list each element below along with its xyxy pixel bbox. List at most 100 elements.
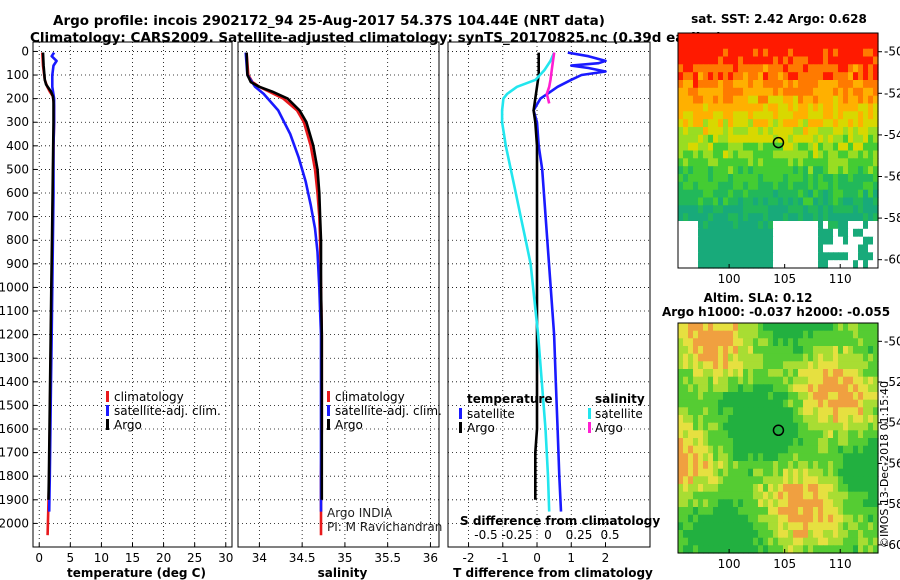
map-cell	[833, 189, 839, 199]
map-cell	[823, 103, 829, 112]
map-cell	[783, 461, 789, 470]
map-cell	[688, 127, 694, 136]
map-cell	[738, 72, 744, 81]
map-cell	[813, 491, 819, 500]
map-cell	[768, 430, 774, 439]
map-cell	[798, 522, 804, 531]
map-cell	[823, 197, 829, 206]
map-cell	[803, 213, 809, 222]
map-cell	[853, 221, 859, 230]
map-cell	[848, 507, 854, 516]
map-cell	[823, 499, 829, 508]
map-cell	[733, 87, 739, 97]
map-cell	[853, 376, 859, 385]
map-cell	[748, 103, 754, 112]
map-cell	[793, 430, 799, 439]
map-cell	[863, 158, 869, 167]
map-cell	[768, 522, 774, 531]
map-cell	[693, 142, 699, 152]
map-cell	[803, 530, 809, 539]
map-cell	[743, 499, 749, 508]
map-cell	[868, 453, 874, 462]
map-cell	[808, 244, 814, 253]
map-cell	[733, 361, 739, 370]
map-cell	[843, 445, 849, 454]
map-cell	[753, 103, 759, 112]
map-cell	[858, 453, 864, 462]
map-cell	[768, 407, 774, 416]
map-cell	[818, 522, 824, 531]
map-cell	[758, 476, 764, 485]
legend-swatch	[327, 419, 330, 430]
map-cell	[753, 499, 759, 508]
map-cell	[868, 119, 874, 128]
map-cell	[873, 384, 879, 393]
map-cell	[773, 338, 779, 347]
map-cell	[763, 228, 769, 238]
x-axis-label: salinity	[318, 566, 368, 580]
map-cell	[783, 56, 789, 65]
map-cell	[713, 399, 719, 408]
map-cell	[843, 468, 849, 477]
map-cell	[788, 346, 794, 355]
map-cell	[723, 445, 729, 454]
map-cell	[743, 213, 749, 222]
map-cell	[833, 445, 839, 454]
map-cell	[863, 64, 869, 73]
map-cell	[868, 537, 874, 546]
map-cell	[818, 87, 824, 97]
map-cell	[688, 353, 694, 362]
map-cell	[713, 181, 719, 191]
map-cell	[718, 95, 724, 105]
map-cell	[778, 445, 784, 454]
map-y-tick-label: -60	[884, 538, 900, 552]
map-cell	[828, 545, 834, 554]
map-cell	[863, 499, 869, 508]
map-cell	[873, 221, 879, 230]
map-cell	[738, 399, 744, 408]
map-cell	[758, 197, 764, 206]
map-cell	[753, 48, 759, 58]
map-cell	[853, 369, 859, 378]
map-cell	[808, 80, 814, 89]
map-cell	[708, 346, 714, 355]
map-cell	[793, 174, 799, 183]
map-cell	[818, 392, 824, 401]
map-cell	[688, 181, 694, 191]
map-cell	[713, 228, 719, 238]
map-cell	[733, 64, 739, 73]
map-cell	[748, 244, 754, 253]
y-tick-label: 200	[6, 92, 29, 106]
map-cell	[873, 228, 879, 238]
map-cell	[683, 323, 689, 332]
map-cell	[858, 461, 864, 470]
map-cell	[793, 95, 799, 105]
map-cell	[743, 181, 749, 191]
map-cell	[848, 33, 854, 42]
map-cell	[798, 361, 804, 370]
map-cell	[678, 438, 684, 447]
map-cell	[718, 323, 724, 332]
map-cell	[843, 221, 849, 230]
map-cell	[868, 376, 874, 385]
map-cell	[688, 461, 694, 470]
map-cell	[683, 40, 689, 50]
map-cell	[788, 530, 794, 539]
map-cell	[823, 150, 829, 159]
map-cell	[788, 103, 794, 112]
map-cell	[798, 166, 804, 175]
map-cell	[838, 228, 844, 238]
map-cell	[793, 376, 799, 385]
map-cell	[793, 150, 799, 159]
map-cell	[803, 468, 809, 477]
map-cell	[783, 158, 789, 167]
map-cell	[858, 399, 864, 408]
map-cell	[813, 236, 819, 246]
map-cell	[833, 48, 839, 58]
map-cell	[793, 142, 799, 152]
map-cell	[858, 87, 864, 97]
map-cell	[728, 48, 734, 58]
map-cell	[833, 236, 839, 246]
map-cell	[738, 64, 744, 73]
map-cell	[718, 40, 724, 50]
